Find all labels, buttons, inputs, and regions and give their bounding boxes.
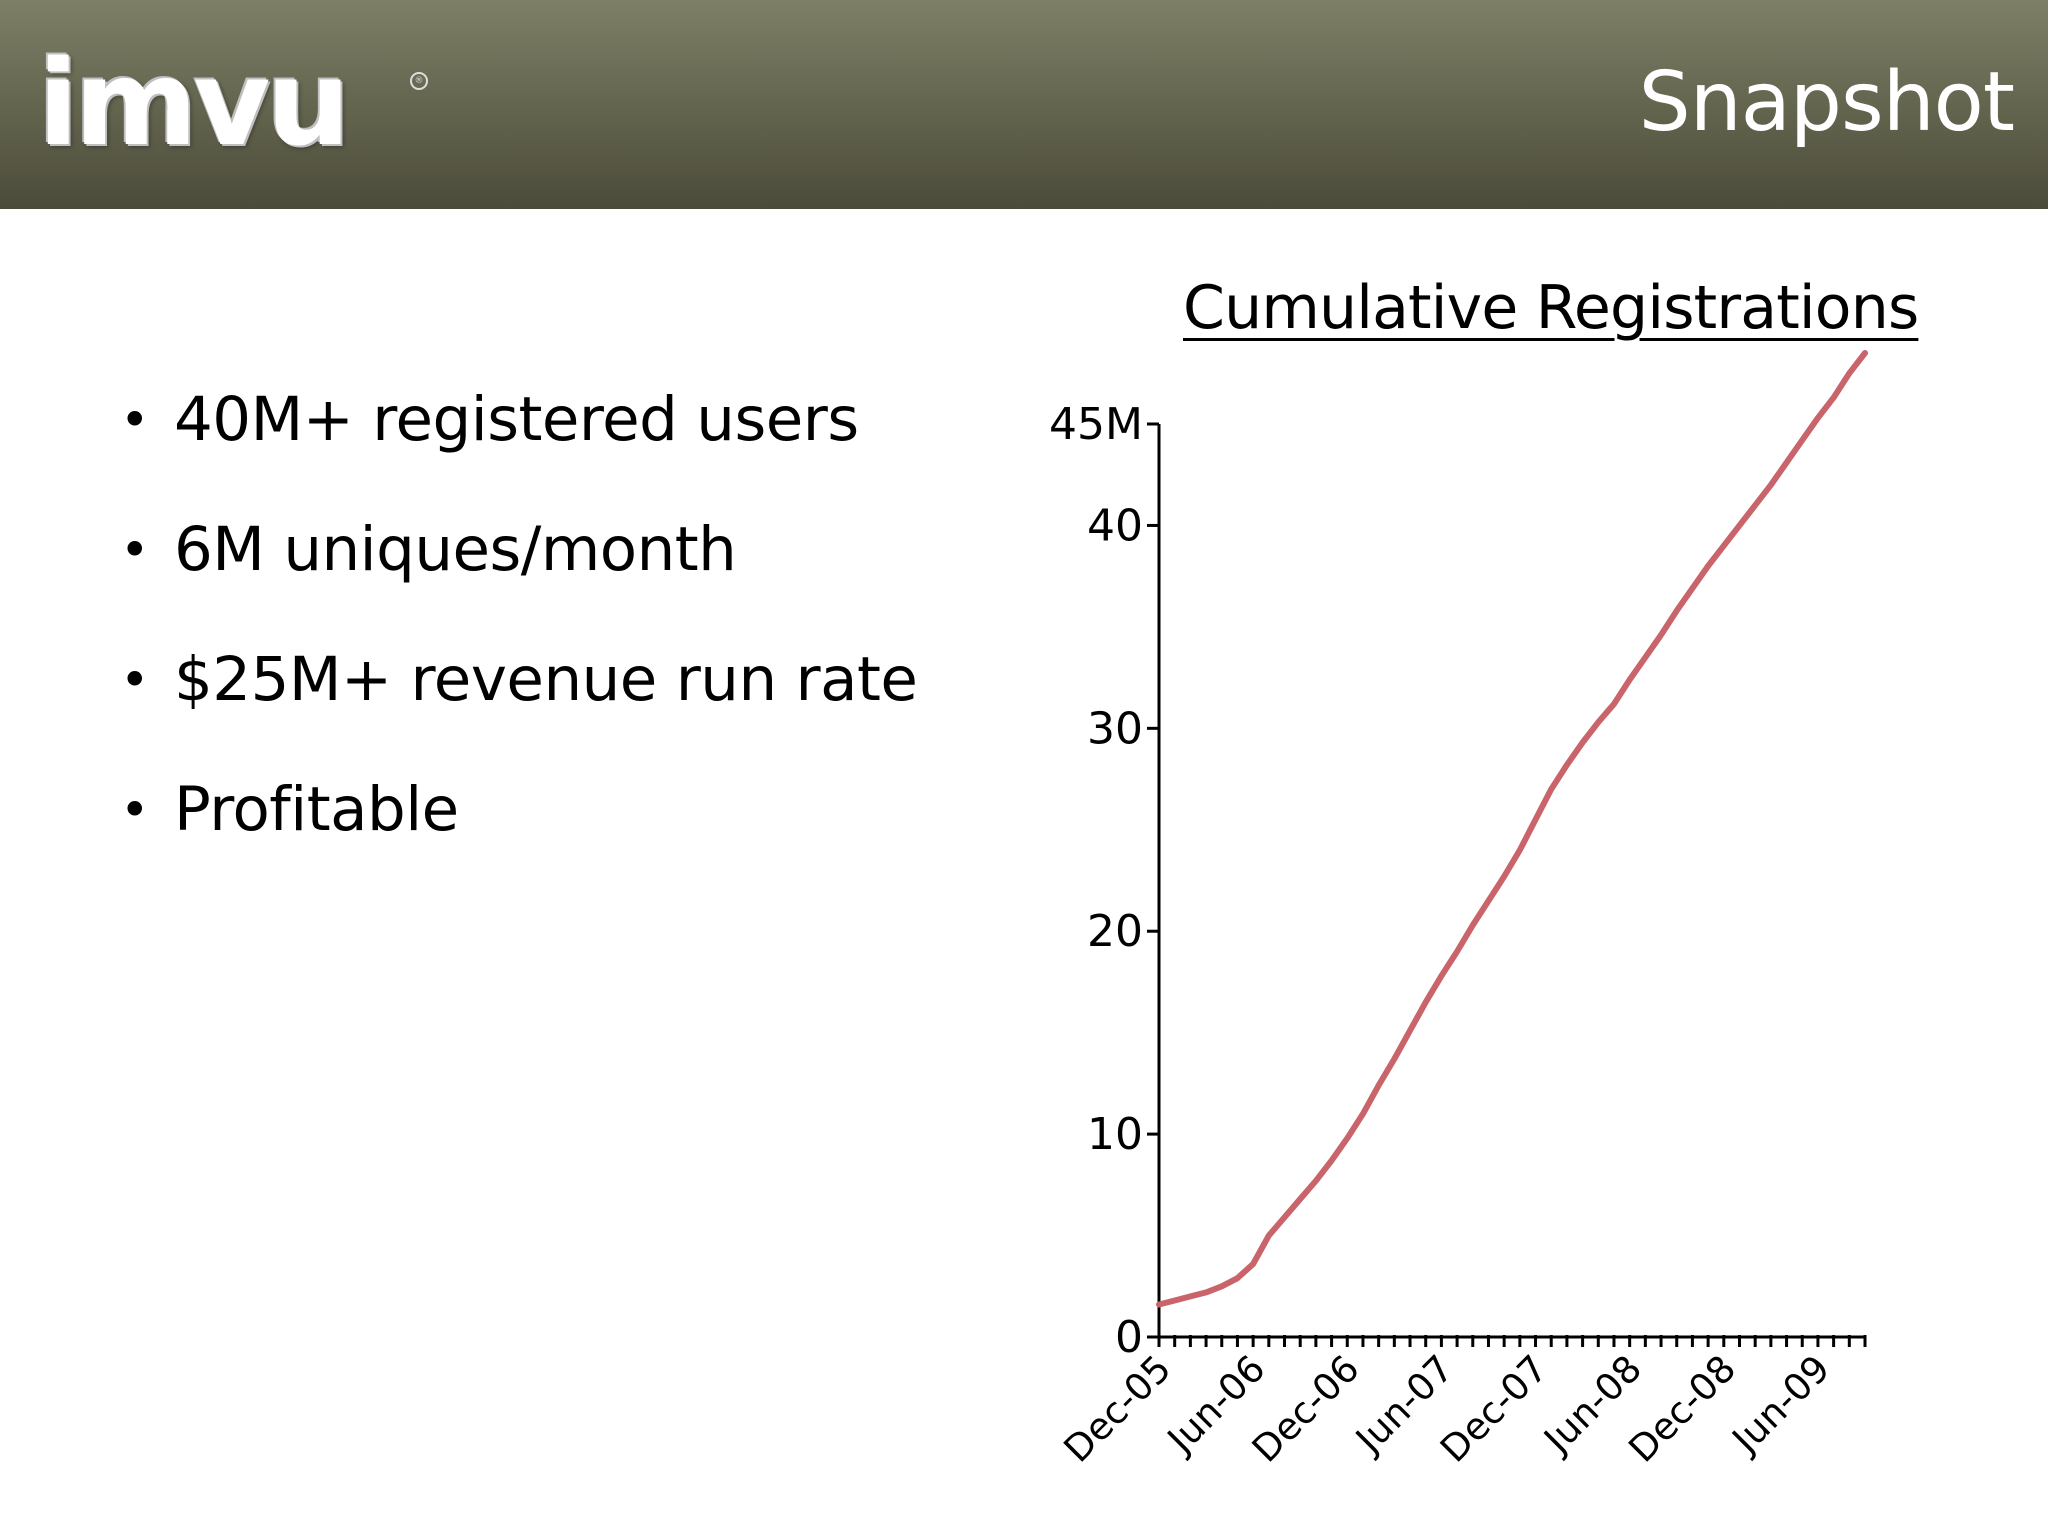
- x-tick-label: Dec-08: [1620, 1347, 1744, 1471]
- y-tick-label: 0: [1115, 1312, 1143, 1363]
- y-tick-label: 45M: [1049, 399, 1143, 450]
- chart-title: Cumulative Registrations: [1183, 273, 1919, 343]
- y-tick-label: 20: [1087, 906, 1143, 957]
- bullet-item: 6M uniques/month: [120, 485, 917, 615]
- y-tick-label: 40: [1087, 500, 1143, 551]
- x-tick-label: Dec-05: [1056, 1347, 1180, 1471]
- x-tick-label: Dec-07: [1432, 1347, 1556, 1471]
- bullet-item: 40M+ registered users: [120, 355, 917, 485]
- y-tick-label: 30: [1087, 703, 1143, 754]
- slide-title: Snapshot: [1638, 55, 2015, 150]
- header-bar: imvu ® Snapshot: [0, 0, 2048, 209]
- registered-mark-icon: ®: [410, 72, 428, 90]
- x-ticks: Dec-05Jun-06Dec-06Jun-07Dec-07Jun-08Dec-…: [1056, 1335, 1867, 1471]
- y-ticks: 0 10 20 30 40 45M: [1049, 399, 1159, 1363]
- x-tick-label: Jun-09: [1723, 1347, 1838, 1462]
- bullet-item: Profitable: [120, 745, 917, 875]
- series-line: [1156, 350, 1868, 1308]
- bullet-item: $25M+ revenue run rate: [120, 615, 918, 745]
- x-tick-label: Dec-06: [1244, 1347, 1368, 1471]
- y-tick-label: 10: [1087, 1109, 1143, 1160]
- bullet-list: 40M+ registered users 6M uniques/month $…: [120, 355, 918, 875]
- imvu-logo: imvu: [38, 34, 350, 172]
